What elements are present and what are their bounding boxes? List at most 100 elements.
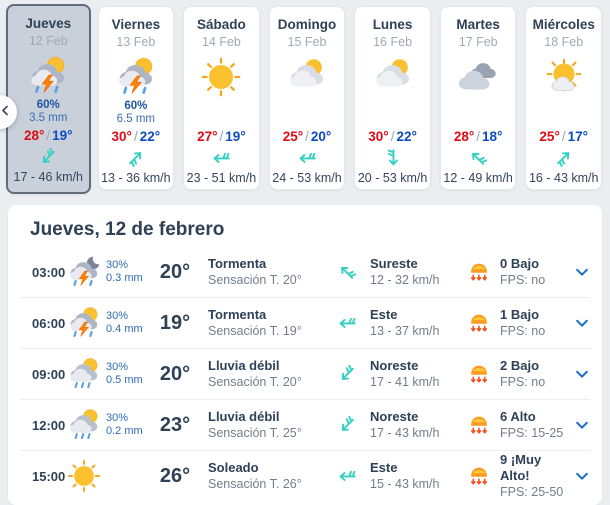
wind-direction-icon	[336, 465, 358, 487]
temperature: 26°	[159, 464, 191, 487]
condition: Lluvia débil Sensación T. 20°	[208, 358, 302, 389]
day-card[interactable]: Sábado 14 Feb 27°/19° 23 - 51 km/h	[183, 6, 260, 190]
day-card[interactable]: Lunes 16 Feb 30°/22° 20 - 53 km/h	[354, 6, 431, 190]
day-card[interactable]: Jueves 12 Feb 60% 3.5 mm 28°/19° 17 - 46…	[6, 4, 91, 194]
condition: Soleado Sensación T. 26°	[208, 460, 302, 491]
precipitation	[355, 100, 430, 127]
hourly-row[interactable]: 03:00 30% 0.3 mm 20° Tormenta Sensación …	[20, 247, 590, 297]
wind-direction-icon	[382, 147, 404, 169]
chevron-left-icon	[0, 103, 13, 121]
day-card[interactable]: Viernes 13 Feb 60% 6.5 mm 30°/22° 13 - 3…	[97, 6, 175, 190]
temperatures: 28°/19°	[23, 128, 73, 143]
condition: Tormenta Sensación T. 19°	[208, 307, 302, 338]
day-date: 17 Feb	[458, 35, 498, 49]
hourly-panel: Jueves, 12 de febrero 03:00 30% 0.3 mm 2…	[8, 205, 602, 505]
chevron-down-icon[interactable]	[573, 416, 591, 434]
day-name: Martes	[456, 17, 500, 32]
wind-speed: 24 - 53 km/h	[272, 171, 342, 185]
precipitation: 30% 0.4 mm	[106, 310, 143, 335]
chevron-down-icon[interactable]	[573, 263, 591, 281]
day-card[interactable]: Domingo 15 Feb 25°/20° 24 - 53 km/h	[268, 6, 346, 190]
condition: Tormenta Sensación T. 20°	[208, 256, 302, 287]
day-name: Miércoles	[532, 17, 595, 32]
wind-direction-icon	[548, 142, 579, 173]
temperatures: 25°/17°	[539, 129, 589, 144]
day-card[interactable]: Miércoles 18 Feb 25°/17° 16 - 43 km/h	[525, 6, 603, 190]
day-name: Sábado	[197, 17, 246, 32]
weather-icon	[65, 304, 103, 342]
wind-speed: 12 - 49 km/h	[443, 171, 513, 185]
wind-info: Este 15 - 43 km/h	[370, 460, 440, 491]
daily-forecast-row: Jueves 12 Feb 60% 3.5 mm 28°/19° 17 - 46…	[0, 0, 610, 194]
precipitation: 30% 0.5 mm	[106, 361, 143, 386]
precipitation	[441, 100, 516, 127]
hourly-row[interactable]: 12:00 30% 0.2 mm 23° Lluvia débil Sensac…	[20, 399, 590, 450]
hourly-row[interactable]: 09:00 30% 0.5 mm 20° Lluvia débil Sensac…	[20, 348, 590, 399]
precipitation	[526, 100, 601, 127]
day-card[interactable]: Martes 17 Feb 28°/18° 12 - 49 km/h	[439, 6, 517, 190]
panel-title: Jueves, 12 de febrero	[30, 219, 225, 240]
temperatures: 30°/22°	[368, 129, 417, 144]
uv-info: 0 Bajo FPS: no	[500, 256, 546, 287]
uv-index-icon	[467, 362, 491, 386]
wind-direction-icon	[331, 409, 362, 440]
temperatures: 25°/20°	[282, 129, 332, 144]
uv-info: 9 ¡Muy Alto! FPS: 25-50	[500, 452, 564, 499]
precipitation: 30% 0.2 mm	[106, 412, 143, 437]
weather-icon	[284, 54, 330, 100]
weather-icon	[25, 53, 71, 99]
weather-icon	[65, 406, 103, 444]
day-name: Domingo	[277, 17, 337, 32]
uv-info: 1 Bajo FPS: no	[500, 307, 546, 338]
day-date: 18 Feb	[544, 35, 584, 49]
day-name: Lunes	[372, 17, 413, 32]
condition: Lluvia débil Sensación T. 25°	[208, 409, 302, 440]
uv-info: 6 Alto FPS: 15-25	[500, 409, 564, 440]
day-date: 16 Feb	[373, 35, 413, 49]
precipitation: 30% 0.3 mm	[106, 259, 143, 284]
weather-icon	[65, 355, 103, 393]
weather-icon	[370, 54, 416, 100]
hour-label: 12:00	[32, 417, 66, 433]
day-date: 12 Feb	[28, 34, 68, 48]
wind-direction-icon	[120, 142, 151, 173]
hour-label: 09:00	[32, 366, 66, 382]
chevron-down-icon[interactable]	[573, 365, 591, 383]
chevron-down-icon[interactable]	[573, 314, 591, 332]
temperatures: 28°/18°	[453, 129, 503, 144]
hourly-row[interactable]: 06:00 30% 0.4 mm 19° Tormenta Sensación …	[20, 297, 590, 348]
weather-icon	[65, 457, 103, 495]
wind-direction-icon	[336, 312, 358, 334]
wind-speed: 23 - 51 km/h	[186, 171, 257, 185]
wind-direction-icon	[331, 358, 362, 389]
uv-info: 2 Bajo FPS: no	[500, 358, 546, 389]
day-date: 15 Feb	[287, 35, 327, 49]
hour-label: 06:00	[32, 315, 66, 331]
uv-index-icon	[467, 464, 491, 488]
wind-speed: 20 - 53 km/h	[357, 171, 428, 185]
precipitation: 60% 6.5 mm	[116, 100, 155, 125]
wind-direction-icon	[463, 142, 494, 173]
hourly-row[interactable]: 15:00 26° Soleado Sensación T. 26° Este …	[20, 450, 590, 501]
hour-label: 03:00	[32, 264, 66, 280]
weather-icon	[65, 253, 103, 291]
wind-speed: 13 - 36 km/h	[101, 171, 171, 185]
chevron-down-icon[interactable]	[573, 467, 591, 485]
temperature: 20°	[159, 362, 191, 385]
wind-info: Noreste 17 - 41 km/h	[370, 358, 440, 389]
day-date: 14 Feb	[201, 35, 241, 49]
weather-icon	[198, 54, 244, 100]
prev-days-button[interactable]	[0, 95, 17, 129]
precipitation	[184, 100, 259, 127]
precipitation: 60% 3.5 mm	[29, 99, 68, 124]
temperature: 20°	[159, 260, 191, 283]
temperature: 19°	[159, 311, 191, 334]
wind-direction-icon	[33, 141, 64, 172]
weather-icon	[455, 54, 501, 100]
day-name: Viernes	[111, 17, 161, 32]
wind-info: Noreste 17 - 43 km/h	[370, 409, 440, 440]
temperatures: 30°/22°	[111, 129, 161, 144]
temperatures: 27°/19°	[197, 129, 246, 144]
wind-direction-icon	[331, 256, 362, 287]
